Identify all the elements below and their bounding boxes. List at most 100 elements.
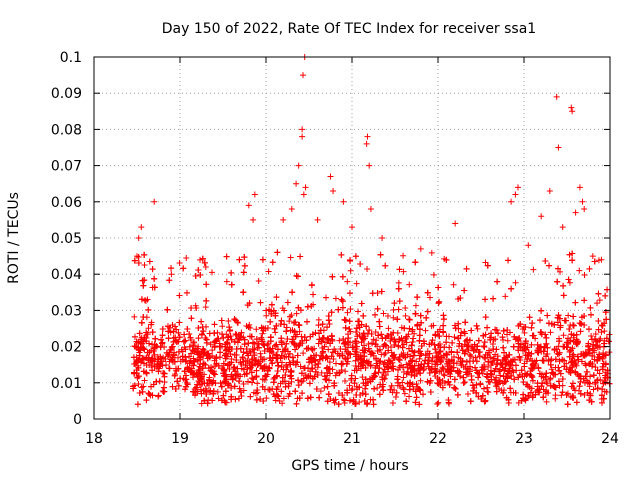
data-point bbox=[332, 295, 339, 302]
data-point bbox=[198, 400, 205, 407]
data-point bbox=[220, 360, 227, 367]
data-point bbox=[401, 325, 408, 332]
data-point bbox=[369, 340, 376, 347]
data-point bbox=[296, 322, 303, 329]
data-point bbox=[267, 347, 274, 354]
data-point bbox=[558, 392, 565, 399]
data-point bbox=[284, 364, 291, 371]
data-point bbox=[321, 384, 328, 391]
data-point bbox=[237, 373, 244, 380]
data-point bbox=[318, 352, 325, 359]
data-point bbox=[336, 337, 343, 344]
data-point bbox=[519, 373, 526, 380]
data-point bbox=[458, 343, 465, 350]
data-point bbox=[461, 378, 468, 385]
data-point bbox=[241, 262, 248, 269]
data-point bbox=[303, 337, 310, 344]
data-point bbox=[569, 394, 576, 401]
data-point bbox=[451, 322, 458, 329]
data-point bbox=[490, 355, 497, 362]
data-point bbox=[303, 345, 310, 352]
data-point bbox=[564, 401, 571, 408]
data-point bbox=[411, 349, 418, 356]
data-point bbox=[215, 395, 222, 402]
data-point bbox=[192, 389, 199, 396]
data-point bbox=[449, 339, 456, 346]
data-point bbox=[186, 353, 193, 360]
data-point bbox=[317, 388, 324, 395]
data-point bbox=[309, 359, 316, 366]
data-point bbox=[492, 365, 499, 372]
data-point bbox=[172, 365, 179, 372]
data-point bbox=[157, 344, 164, 351]
data-point bbox=[525, 352, 532, 359]
data-point bbox=[241, 254, 248, 261]
data-point bbox=[175, 329, 182, 336]
data-point bbox=[193, 371, 200, 378]
data-point bbox=[162, 356, 169, 363]
data-point bbox=[354, 333, 361, 340]
data-point bbox=[275, 362, 282, 369]
data-point bbox=[459, 347, 466, 354]
data-point bbox=[184, 325, 191, 332]
data-point bbox=[606, 380, 613, 387]
data-point bbox=[149, 341, 156, 348]
data-point bbox=[148, 321, 155, 328]
data-point bbox=[352, 338, 359, 345]
data-point bbox=[450, 353, 457, 360]
data-point bbox=[395, 366, 402, 373]
data-point bbox=[529, 320, 536, 327]
data-point bbox=[263, 307, 270, 314]
data-point bbox=[134, 401, 141, 408]
data-point bbox=[244, 302, 251, 309]
data-point bbox=[314, 372, 321, 379]
data-point bbox=[180, 265, 187, 272]
data-point bbox=[403, 370, 410, 377]
data-point bbox=[132, 333, 139, 340]
data-point bbox=[344, 389, 351, 396]
data-point bbox=[441, 372, 448, 379]
data-point bbox=[190, 388, 197, 395]
data-point bbox=[589, 361, 596, 368]
data-point bbox=[594, 377, 601, 384]
data-point bbox=[529, 366, 536, 373]
data-point bbox=[168, 265, 175, 272]
data-point bbox=[412, 399, 419, 406]
data-point bbox=[582, 373, 589, 380]
data-point bbox=[263, 312, 270, 319]
data-point bbox=[511, 333, 518, 340]
data-point bbox=[566, 251, 573, 258]
data-point bbox=[287, 313, 294, 320]
data-point bbox=[290, 319, 297, 326]
data-point bbox=[290, 340, 297, 347]
data-point bbox=[324, 369, 331, 376]
data-point bbox=[324, 324, 331, 331]
data-point bbox=[334, 350, 341, 357]
data-point bbox=[460, 379, 467, 386]
data-point bbox=[603, 388, 610, 395]
data-point bbox=[573, 341, 580, 348]
data-point bbox=[166, 277, 173, 284]
data-point bbox=[228, 336, 235, 343]
data-point bbox=[285, 383, 292, 390]
data-point bbox=[427, 389, 434, 396]
data-point bbox=[461, 330, 468, 337]
data-point bbox=[321, 343, 328, 350]
data-point bbox=[382, 350, 389, 357]
data-point bbox=[237, 389, 244, 396]
data-point bbox=[197, 256, 204, 263]
data-point bbox=[308, 365, 315, 372]
data-point bbox=[247, 324, 254, 331]
data-point bbox=[417, 312, 424, 319]
data-point bbox=[476, 353, 483, 360]
data-point bbox=[138, 296, 145, 303]
data-point bbox=[452, 325, 459, 332]
data-point bbox=[341, 377, 348, 384]
data-point bbox=[379, 383, 386, 390]
data-point bbox=[371, 385, 378, 392]
data-point bbox=[201, 397, 208, 404]
data-point bbox=[387, 386, 394, 393]
data-point bbox=[470, 347, 477, 354]
data-point bbox=[409, 357, 416, 364]
data-point bbox=[444, 360, 451, 367]
